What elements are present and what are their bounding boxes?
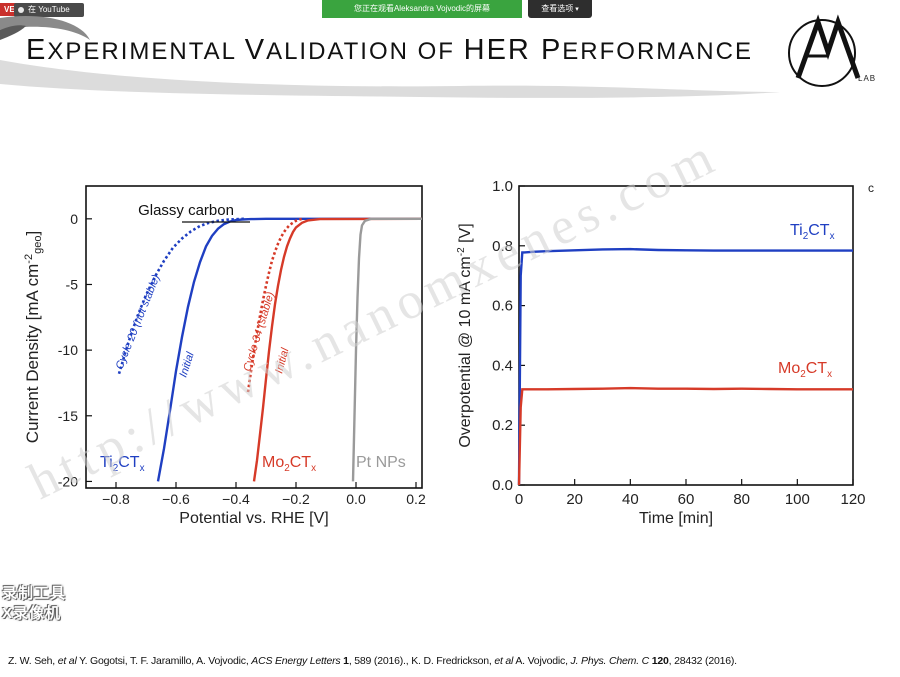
series-line-pt xyxy=(351,217,422,482)
series-line-mo xyxy=(517,386,853,486)
x-tick-label: 0.2 xyxy=(406,491,426,507)
y-tick-label: 0.6 xyxy=(492,298,513,315)
x-tick-label: −0.2 xyxy=(282,491,310,507)
x-tick-label: 80 xyxy=(733,491,750,508)
x-tick-label: 100 xyxy=(785,491,810,508)
legend-ti2ctx: Ti2CTx xyxy=(790,222,835,242)
series-line-ti_cycle20 xyxy=(117,217,246,375)
legend-mo2ctx: Mo2CTx xyxy=(262,454,316,474)
legend-pt-nps: Pt NPs xyxy=(356,454,406,471)
x-tick-label: 20 xyxy=(566,491,583,508)
slide-title: EXPERIMENTAL VALIDATION OF HER PERFORMAN… xyxy=(26,34,753,66)
x-tick-label: −0.8 xyxy=(102,491,130,507)
y-tick-label: 0.2 xyxy=(492,417,513,434)
citation: Z. W. Seh, et al Y. Gogotsi, T. F. Jaram… xyxy=(8,655,737,667)
y-axis-label: Current Density [mA cm-2geo] xyxy=(23,231,44,443)
x-axis-label: Potential vs. RHE [V] xyxy=(179,510,328,527)
series-line-mo_cycle34 xyxy=(246,217,303,393)
logo-lab-text: LAB xyxy=(858,74,877,83)
annotation-glassy-carbon: Glassy carbon xyxy=(138,202,234,219)
y-tick-label: -10 xyxy=(58,342,78,358)
y-tick-label: 0.8 xyxy=(492,238,513,255)
recorder-watermark: 录制工具 X录像机 xyxy=(0,580,80,630)
y-tick-label: 0.0 xyxy=(492,477,513,494)
av-lab-logo xyxy=(788,14,861,87)
youtube-live-button[interactable]: 在 YouTube xyxy=(14,3,84,17)
legend-ti2ctx: Ti2CTx xyxy=(100,454,145,474)
view-options-button[interactable]: 查看选项 ▾ xyxy=(528,0,592,18)
x-axis-label: Time [min] xyxy=(639,510,713,527)
x-tick-label: 60 xyxy=(678,491,695,508)
y-axis-label: Overpotential @ 10 mA cm-2 [V] xyxy=(456,223,474,447)
y-tick-label: 0 xyxy=(70,211,78,227)
plot-frame xyxy=(85,185,423,489)
recorder-watermark-line2: X录像机 xyxy=(2,605,62,622)
y-tick-label: -15 xyxy=(58,408,78,424)
y-tick-label: -5 xyxy=(66,276,79,292)
view-options-label: 查看选项 xyxy=(541,4,574,13)
y-tick-label: 0.4 xyxy=(492,357,513,374)
x-tick-label: −0.4 xyxy=(222,491,250,507)
x-tick-label: 40 xyxy=(622,491,639,508)
legend-mo2ctx: Mo2CTx xyxy=(778,360,832,380)
x-tick-label: −0.6 xyxy=(162,491,190,507)
chevron-down-icon: ▾ xyxy=(575,6,579,13)
series-line-ti xyxy=(517,247,853,486)
x-tick-label: 0 xyxy=(515,491,523,508)
panel-letter: c xyxy=(868,181,874,195)
screen-share-topbar: VE 在 YouTube 您正在观看Aleksandra Vojvodic的屏幕… xyxy=(0,0,900,18)
recorder-watermark-line1: 录制工具 xyxy=(2,585,67,602)
youtube-icon xyxy=(18,7,24,13)
y-tick-label: -20 xyxy=(58,473,78,489)
series-line-mo_initial xyxy=(252,217,423,482)
youtube-label: 在 YouTube xyxy=(28,5,70,14)
y-tick-label: 1.0 xyxy=(492,178,513,195)
x-tick-label: 120 xyxy=(840,491,865,508)
x-tick-label: 0.0 xyxy=(346,491,366,507)
title-brush-stroke xyxy=(0,16,780,98)
screen-share-banner: 您正在观看Aleksandra Vojvodic的屏幕 xyxy=(322,0,522,18)
